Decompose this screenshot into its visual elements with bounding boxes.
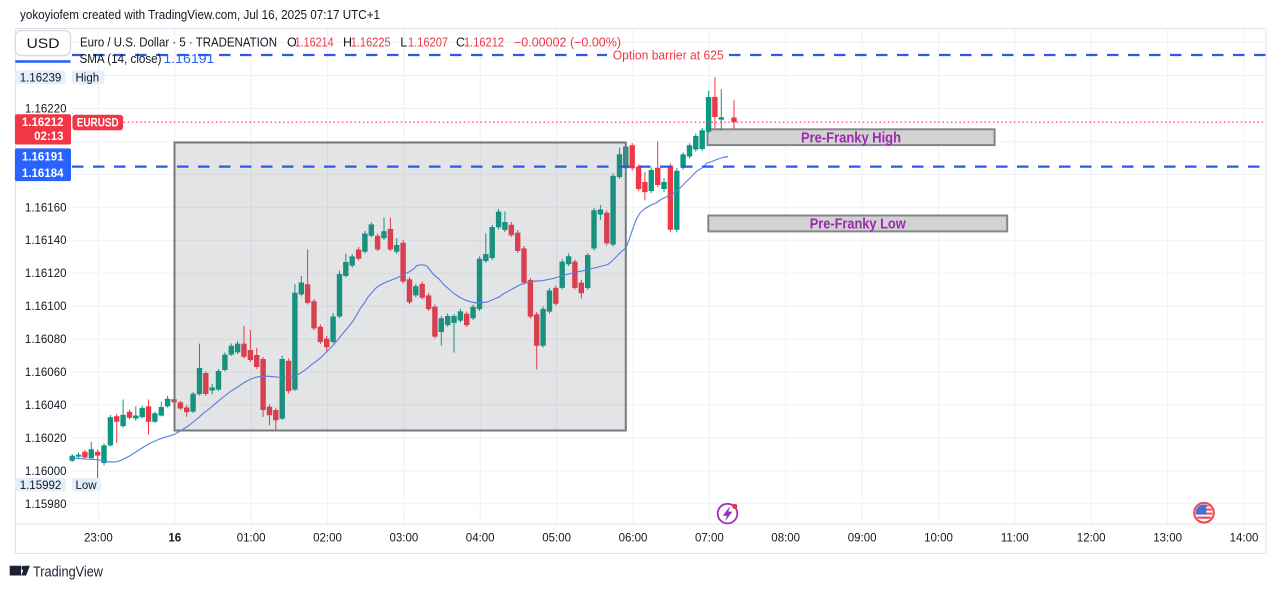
svg-text:05:00: 05:00 xyxy=(542,533,571,545)
svg-text:1.16239: 1.16239 xyxy=(20,72,62,84)
svg-text:1.16040: 1.16040 xyxy=(25,400,67,412)
svg-text:L: L xyxy=(400,36,407,50)
svg-text:12:00: 12:00 xyxy=(1077,533,1106,545)
svg-text:13:00: 13:00 xyxy=(1153,533,1182,545)
svg-text:23:00: 23:00 xyxy=(84,533,113,545)
svg-text:1.16207: 1.16207 xyxy=(408,36,448,50)
svg-text:Euro / U.S. Dollar · 5 · TRADE: Euro / U.S. Dollar · 5 · TRADENATION xyxy=(80,36,277,50)
svg-text:1.16212: 1.16212 xyxy=(22,117,64,129)
svg-text:O: O xyxy=(287,36,297,50)
svg-text:08:00: 08:00 xyxy=(771,533,800,545)
svg-text:TradingView: TradingView xyxy=(33,565,103,581)
svg-text:−0.00002 (−0.00%): −0.00002 (−0.00%) xyxy=(514,36,621,50)
svg-text:14:00: 14:00 xyxy=(1230,533,1259,545)
svg-text:03:00: 03:00 xyxy=(390,533,419,545)
svg-text:yokoyiofem created with Tradin: yokoyiofem created with TradingView.com,… xyxy=(20,7,380,22)
svg-text:1.16160: 1.16160 xyxy=(25,202,67,214)
svg-text:04:00: 04:00 xyxy=(466,533,495,545)
svg-text:USD: USD xyxy=(27,36,60,51)
svg-text:High: High xyxy=(76,72,100,84)
svg-text:16: 16 xyxy=(168,533,181,545)
svg-text:C: C xyxy=(456,36,465,50)
svg-text:1.16214: 1.16214 xyxy=(295,36,334,50)
svg-text:02:13: 02:13 xyxy=(34,131,63,143)
svg-text:1.16220: 1.16220 xyxy=(25,104,67,116)
svg-text:10:00: 10:00 xyxy=(924,533,953,545)
svg-text:1.16100: 1.16100 xyxy=(25,301,67,313)
svg-text:1.16140: 1.16140 xyxy=(25,235,67,247)
svg-text:Option barrier at 625: Option barrier at 625 xyxy=(613,48,724,62)
svg-text:07:00: 07:00 xyxy=(695,533,724,545)
svg-text:Pre-Franky Low: Pre-Franky Low xyxy=(810,217,907,233)
svg-text:1.16120: 1.16120 xyxy=(25,268,67,280)
svg-text:1.16080: 1.16080 xyxy=(25,334,67,346)
svg-text:1.16191: 1.16191 xyxy=(22,152,64,164)
svg-text:11:00: 11:00 xyxy=(1001,533,1029,545)
svg-text:1.15980: 1.15980 xyxy=(25,499,67,511)
svg-text:SMA (14, close): SMA (14, close) xyxy=(80,52,162,66)
svg-text:1.16000: 1.16000 xyxy=(25,466,67,478)
svg-text:EURUSD: EURUSD xyxy=(77,118,119,130)
svg-text:1.16060: 1.16060 xyxy=(25,367,67,379)
svg-text:06:00: 06:00 xyxy=(619,533,648,545)
svg-text:1.16191: 1.16191 xyxy=(163,52,214,66)
svg-text:1.16020: 1.16020 xyxy=(25,433,67,445)
svg-text:1.16225: 1.16225 xyxy=(351,36,391,50)
svg-text:H: H xyxy=(343,36,352,50)
svg-text:1.16212: 1.16212 xyxy=(464,36,504,50)
svg-text:01:00: 01:00 xyxy=(237,533,266,545)
svg-text:02:00: 02:00 xyxy=(313,533,342,545)
svg-text:1.16184: 1.16184 xyxy=(22,168,64,180)
svg-text:1.15992: 1.15992 xyxy=(20,480,62,492)
svg-text:09:00: 09:00 xyxy=(848,533,877,545)
svg-text:Low: Low xyxy=(76,480,98,492)
svg-text:Pre-Franky High: Pre-Franky High xyxy=(801,130,901,146)
